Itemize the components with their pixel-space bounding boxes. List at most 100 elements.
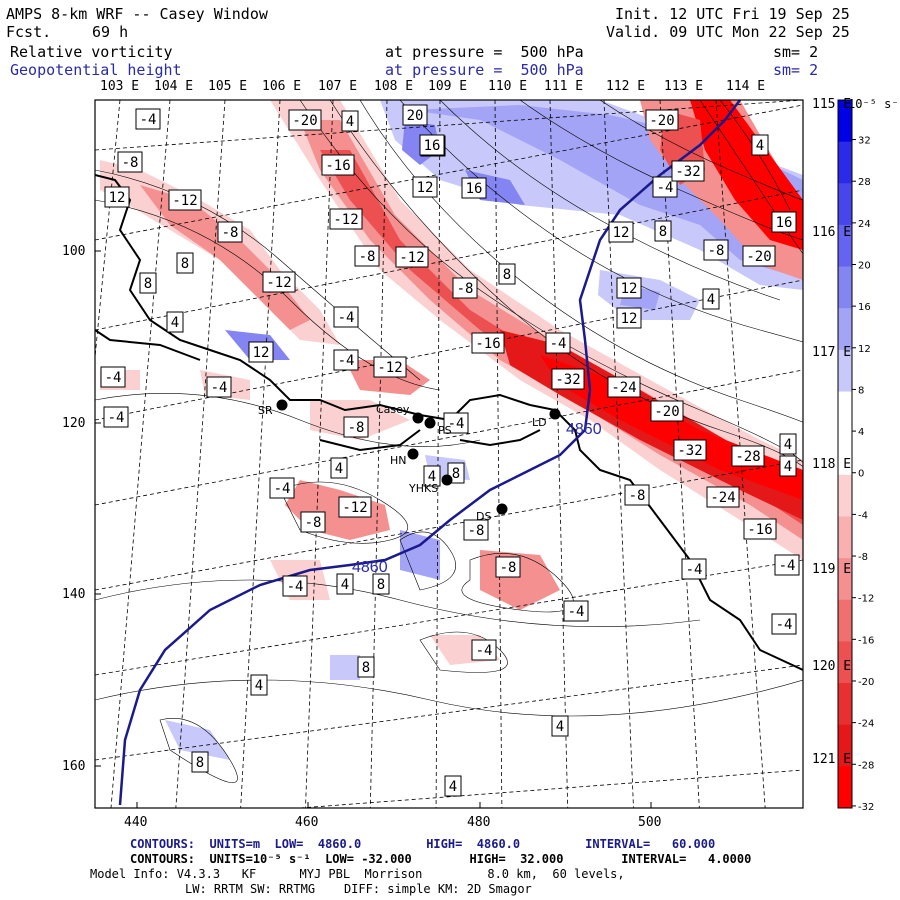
vorticity-value-box: 16: [461, 177, 487, 199]
vorticity-value: -4: [211, 380, 228, 396]
vorticity-value: 12: [621, 281, 638, 297]
vorticity-box-frame: [624, 484, 650, 506]
colorbar-swatch: [838, 516, 852, 559]
vorticity-value: 12: [621, 311, 638, 327]
vorticity-value: -8: [500, 560, 517, 576]
vorticity-box-frame: [248, 341, 274, 363]
station-label: Casey: [376, 403, 410, 416]
colorbar-unit: 10⁻⁵ s⁻¹: [848, 97, 900, 111]
vorticity-value-box: 16: [771, 211, 797, 233]
vorticity-box-frame: [336, 573, 354, 595]
vorticity-value-box: -12: [329, 208, 363, 230]
vorticity-value-box: 4: [551, 715, 569, 737]
height-contour-info: CONTOURS: UNITS=m LOW= 4860.0 HIGH= 4860…: [130, 837, 716, 851]
vorticity-value-box: 4: [166, 311, 184, 333]
colorbar-swatch: [838, 183, 852, 226]
vorticity-value-box: 4: [250, 674, 268, 696]
vorticity-box-frame: [176, 252, 194, 274]
vorticity-value-box: 4: [702, 288, 720, 310]
top-lon-label: 103 E: [100, 79, 140, 94]
vorticity-value-box: -4: [269, 477, 295, 499]
vorticity-value-box: -12: [395, 246, 429, 268]
vorticity-box-frame: [262, 271, 296, 293]
colorbar-label: 28: [858, 177, 871, 188]
vorticity-value-box: 12: [248, 341, 274, 363]
vorticity-box-frame: [321, 154, 355, 176]
vorticity-box-frame: [357, 656, 375, 678]
vorticity-value: 16: [424, 138, 441, 154]
vorticity-value: 4: [707, 292, 715, 308]
vorticity-value: 4: [335, 461, 343, 477]
vorticity-box-frame: [269, 477, 295, 499]
colorbar-swatch: [838, 224, 852, 268]
vorticity-box-frame: [742, 245, 776, 267]
x-tick-label: 440: [124, 815, 148, 830]
vorticity-box-frame: [743, 518, 777, 540]
top-lon-label: 107 E: [318, 79, 358, 94]
vorticity-value-box: 16: [419, 134, 445, 156]
vorticity-value: 16: [776, 215, 793, 231]
top-lon-label: 114 E: [726, 79, 766, 94]
colorbar-label: 20: [858, 261, 871, 272]
vorticity-value-box: 20: [402, 104, 428, 126]
top-lon-label: 108 E: [374, 79, 414, 94]
vorticity-box-frame: [354, 245, 380, 267]
vorticity-box-frame: [423, 465, 441, 487]
right-lon-label: 121 E: [812, 752, 852, 767]
vorticity-box-frame: [495, 556, 521, 578]
vorticity-box-frame: [103, 406, 129, 428]
field1-name: Relative vorticity: [10, 43, 173, 61]
vorticity-value: -24: [611, 380, 636, 396]
height-contour-label: 4860: [352, 559, 388, 576]
vorticity-value: -12: [172, 193, 197, 209]
station-ps: PS: [424, 417, 452, 437]
vorticity-value-box: -4: [443, 412, 469, 434]
station-label: LD: [532, 416, 547, 429]
right-lon-label: 119 E: [812, 562, 852, 577]
vorticity-box-frame: [412, 176, 438, 198]
vorticity-value: 4: [784, 459, 792, 475]
vorticity-value-box: -20: [742, 245, 776, 267]
colorbar-label: 24: [858, 219, 871, 230]
vorticity-box-frame: [333, 306, 359, 328]
colorbar-swatch: [838, 641, 852, 684]
vorticity-value: -20: [292, 113, 317, 129]
vorticity-value-box: -8: [117, 151, 143, 173]
vorticity-value-box: -16: [321, 154, 355, 176]
vorticity-value: -8: [708, 243, 725, 259]
vorticity-box-frame: [731, 445, 765, 467]
vorticity-value-box: 8: [139, 272, 157, 294]
x-tick-label: 480: [467, 815, 491, 830]
vorticity-value: -16: [325, 158, 350, 174]
y-tick-label: 140: [62, 587, 86, 602]
vorticity-value: 4: [756, 138, 764, 154]
station-marker: [407, 448, 419, 460]
vorticity-box-frame: [471, 332, 505, 354]
vorticity-value: -4: [657, 180, 674, 196]
vorticity-value-box: -32: [673, 439, 707, 461]
colorbar-swatch: [838, 474, 852, 517]
vorticity-value: -24: [710, 490, 735, 506]
vorticity-value-box: -4: [774, 554, 800, 576]
colorbar-label: 16: [858, 302, 871, 313]
vorticity-value-box: 8: [498, 263, 516, 285]
vorticity-box-frame: [616, 277, 642, 299]
vorticity-value: -4: [779, 558, 796, 574]
colorbar-label: -12: [858, 594, 874, 605]
vorticity-box-frame: [250, 674, 268, 696]
vorticity-box-frame: [681, 558, 707, 580]
vorticity-box-frame: [652, 176, 678, 198]
vorticity-box-frame: [330, 457, 348, 479]
vorticity-value: -4: [108, 410, 125, 426]
vorticity-box-frame: [117, 151, 143, 173]
colorbar-label: 4: [858, 427, 864, 438]
vorticity-box-frame: [774, 554, 800, 576]
vorticity-value: -4: [274, 481, 291, 497]
station-casey: Casey: [376, 403, 424, 424]
vorticity-value-box: -8: [703, 239, 729, 261]
vorticity-value: -8: [222, 225, 239, 241]
vorticity-value: 4: [449, 779, 457, 795]
vorticity-value-box: -20: [650, 400, 684, 422]
vorticity-box-frame: [706, 486, 740, 508]
station-marker: [549, 408, 561, 420]
